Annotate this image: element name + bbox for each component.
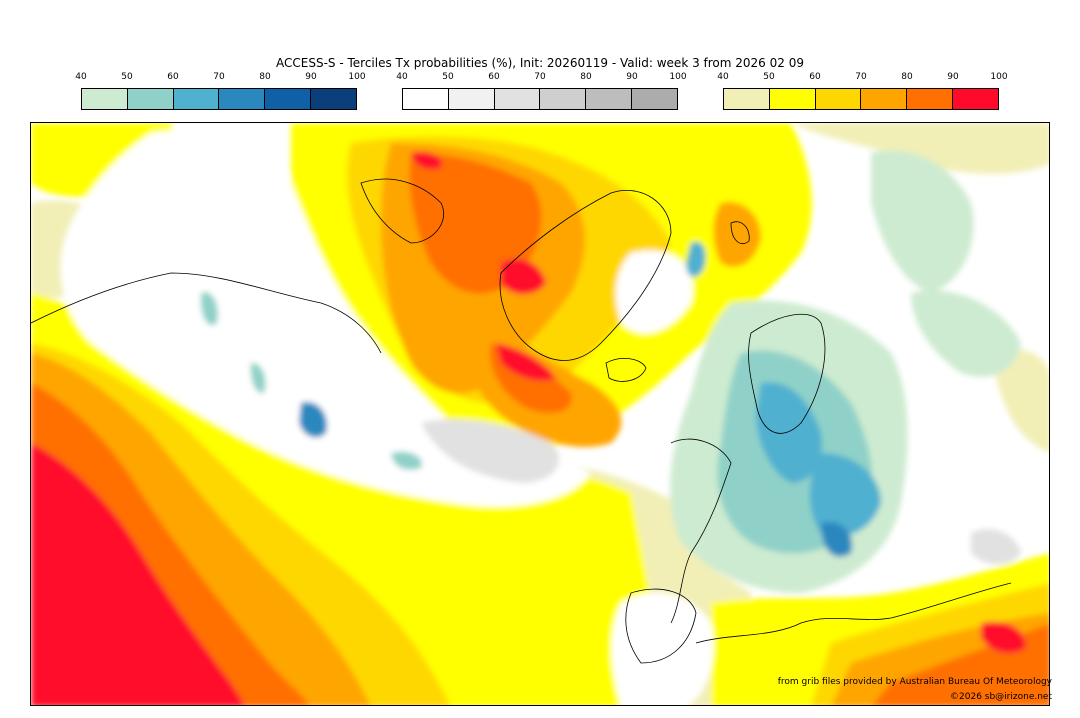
tick-label: 90 — [947, 72, 959, 82]
legend-ticks: 40 50 60 70 80 90 100 — [717, 72, 1007, 87]
blue-region — [686, 241, 706, 278]
tick-label: 100 — [990, 72, 1008, 82]
colorbar-swatch — [907, 89, 954, 109]
colorbar-swatch — [173, 89, 220, 109]
tick-label: 60 — [167, 72, 179, 82]
colorbar-swatch — [632, 89, 677, 109]
grey-region — [421, 419, 560, 483]
coastlines — [31, 178, 1012, 664]
coastline-greenland — [499, 190, 672, 361]
legend-above-normal: 40 50 60 70 80 90 100 — [717, 72, 1008, 112]
tick-label: 70 — [213, 72, 225, 82]
colorbar-swatch — [769, 89, 816, 109]
colorbar-swatch — [861, 89, 908, 109]
colorbar-below-normal — [81, 88, 357, 110]
legend-below-normal: 40 50 60 70 80 90 100 — [75, 72, 366, 112]
blue-region — [299, 402, 327, 438]
colorbar-swatch — [540, 89, 587, 109]
pale-above-region — [991, 349, 1049, 453]
tick-label: 50 — [763, 72, 775, 82]
colorbar-above-normal — [723, 88, 999, 110]
red-region — [981, 621, 1026, 654]
near-normal-region — [615, 250, 693, 334]
red-region — [31, 443, 245, 705]
map-canvas — [31, 123, 1049, 705]
tick-label: 80 — [901, 72, 913, 82]
tick-label: 90 — [305, 72, 317, 82]
red-region — [501, 259, 546, 295]
source-credit: from grib files provided by Australian B… — [777, 677, 1052, 687]
copyright-credit: ©2026 sb@irizone.net — [950, 692, 1052, 702]
red-region — [411, 151, 442, 170]
colorbar-swatch — [265, 89, 312, 109]
tick-label: 80 — [259, 72, 271, 82]
legend-ticks: 40 50 60 70 80 90 100 — [396, 72, 686, 87]
tick-label: 80 — [580, 72, 592, 82]
coastline-canada — [31, 272, 382, 354]
colorbar-swatch — [448, 89, 495, 109]
yellow-region — [791, 123, 1049, 174]
orange-region — [713, 202, 761, 267]
legend-near-normal: 40 50 60 70 80 90 100 — [396, 72, 687, 112]
colorbar-swatch — [219, 89, 266, 109]
tick-label: 100 — [669, 72, 687, 82]
tick-label: 50 — [121, 72, 133, 82]
coastline-europe — [670, 438, 732, 624]
colorbar-swatch — [586, 89, 633, 109]
tick-label: 70 — [534, 72, 546, 82]
red-region — [496, 343, 556, 381]
pale-below-region — [871, 150, 974, 293]
tick-label: 90 — [626, 72, 638, 82]
teal-region — [391, 451, 422, 470]
colorbar-swatch — [127, 89, 174, 109]
teal-region — [200, 292, 218, 326]
probability-field — [31, 123, 1049, 705]
coastline-iceland — [605, 358, 647, 382]
tick-label: 40 — [75, 72, 87, 82]
pale-below-region — [911, 290, 1021, 377]
near-normal-region — [60, 130, 592, 507]
tick-label: 100 — [348, 72, 366, 82]
coastline-scandinavia — [748, 313, 826, 434]
tick-label: 50 — [442, 72, 454, 82]
dark-orange-region — [409, 153, 542, 294]
colorbar-swatch — [403, 89, 449, 109]
blue-region — [809, 453, 881, 537]
coastline-mediterranean — [695, 582, 1012, 644]
tick-label: 40 — [396, 72, 408, 82]
tick-label: 60 — [488, 72, 500, 82]
coastline-svalbard — [730, 221, 750, 245]
near-normal-region — [611, 592, 714, 705]
teal-region — [250, 362, 266, 394]
colorbar-swatch — [953, 89, 998, 109]
tick-label: 70 — [855, 72, 867, 82]
grey-region — [971, 529, 1021, 565]
blue-region — [821, 522, 852, 557]
coastline-canada — [360, 178, 444, 244]
colorbar-swatch — [724, 89, 770, 109]
blue-region — [756, 382, 822, 483]
colorbar-swatch — [311, 89, 356, 109]
map-title: ACCESS-S - Terciles Tx probabilities (%)… — [276, 56, 804, 70]
colorbar-swatch — [494, 89, 541, 109]
colorbar-near-normal — [402, 88, 678, 110]
legend-ticks: 40 50 60 70 80 90 100 — [75, 72, 365, 87]
colorbar-swatch — [82, 89, 128, 109]
tick-label: 40 — [717, 72, 729, 82]
colorbar-swatch — [815, 89, 862, 109]
tick-label: 60 — [809, 72, 821, 82]
probability-map — [30, 122, 1050, 706]
coastline-iberia — [625, 588, 697, 664]
